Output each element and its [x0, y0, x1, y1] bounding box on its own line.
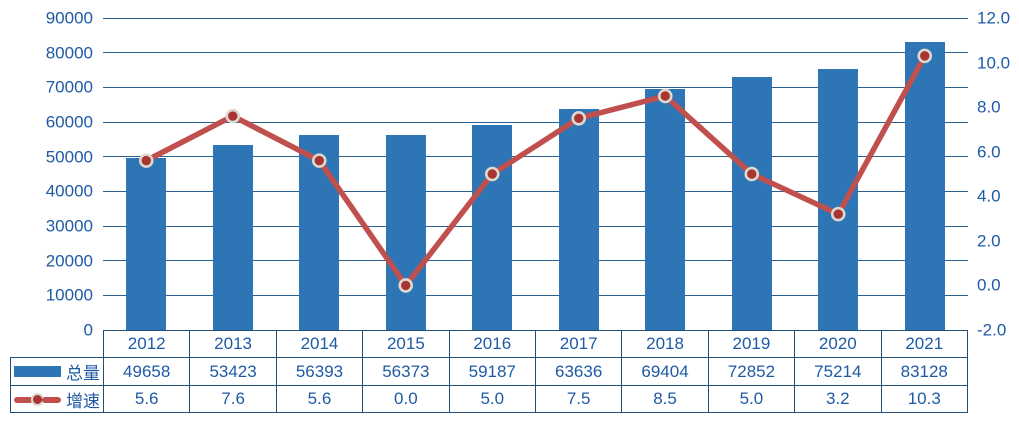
- year-cell: 2014: [275, 330, 364, 358]
- year-cell: 2018: [621, 330, 709, 358]
- right-axis-tick-label: 8.0: [977, 97, 1001, 117]
- line-legend-icon: [14, 392, 61, 407]
- year-cell: 2015: [362, 330, 450, 358]
- left-axis-tick-label: 60000: [45, 112, 93, 132]
- total-cell: 53423: [189, 357, 277, 386]
- growth-cell: 5.6: [102, 385, 191, 413]
- year-cell: 2013: [189, 330, 277, 358]
- growth-cell: 5.0: [448, 385, 536, 413]
- right-axis-tick-label: 12.0: [977, 8, 1011, 28]
- growth-cell: 7.5: [534, 385, 623, 413]
- gridline: [103, 17, 968, 19]
- growth-cell: 8.5: [621, 385, 709, 413]
- total-cell: 72852: [707, 357, 796, 386]
- bar-2014: [299, 134, 340, 330]
- left-axis-tick-label: 30000: [45, 216, 93, 236]
- left-axis-tick-label: 90000: [45, 8, 93, 28]
- left-axis-tick-label: 80000: [45, 43, 93, 63]
- year-cell: 2021: [880, 330, 969, 358]
- bar-2013: [212, 144, 253, 330]
- left-axis-tick-label: 70000: [45, 77, 93, 97]
- bar-2018: [645, 89, 686, 330]
- right-axis-tick-label: 4.0: [977, 186, 1001, 206]
- table-corner-blank: [11, 331, 104, 358]
- bar-2021: [904, 41, 945, 330]
- bar-2012: [126, 157, 167, 330]
- right-axis-tick-label: 6.0: [977, 142, 1001, 162]
- bar-2019: [731, 77, 772, 330]
- right-axis-tick-label: -2.0: [977, 320, 1007, 340]
- right-axis-tick-label: 0.0: [977, 275, 1001, 295]
- bar-2015: [385, 134, 426, 330]
- growth-cell: 5.0: [707, 385, 796, 413]
- bar-2017: [558, 109, 599, 330]
- year-cell: 2016: [448, 330, 536, 358]
- data-table: 2012 2013 2014 2015 2016 2017 2018 2019 2020 2021…: [10, 330, 969, 413]
- gridline: [103, 52, 968, 54]
- growth-cell: 5.6: [275, 385, 364, 413]
- legend-label: 增速: [66, 391, 100, 411]
- bar-legend-icon: [14, 366, 61, 377]
- left-axis-tick-label: 0: [83, 320, 93, 340]
- right-axis-tick-label: 10.0: [977, 53, 1011, 73]
- total-cell: 49658: [102, 357, 191, 386]
- year-header-row: 2012 2013 2014 2015 2016 2017 2018 2019 2020 2021: [11, 330, 969, 358]
- year-cell: 2012: [102, 330, 191, 358]
- legend-total: 总量: [10, 357, 104, 386]
- total-cell: 69404: [621, 357, 709, 386]
- right-axis-tick-label: 2.0: [977, 231, 1001, 251]
- total-cell: 56393: [275, 357, 364, 386]
- growth-line: [143, 53, 928, 289]
- left-axis-tick-label: 10000: [45, 285, 93, 305]
- growth-cell: 7.6: [189, 385, 277, 413]
- left-axis-tick-label: 20000: [45, 251, 93, 271]
- legend-growth: 增速: [10, 385, 104, 413]
- year-cell: 2019: [707, 330, 796, 358]
- year-cell: 2020: [794, 330, 882, 358]
- marker-2013: [225, 108, 241, 124]
- growth-cell: 0.0: [362, 385, 450, 413]
- total-row: 总量 49658 53423 56393 56373 59187 63636 69404 728…: [10, 357, 969, 386]
- total-cell: 59187: [448, 357, 536, 386]
- growth-cell: 10.3: [880, 385, 969, 413]
- legend-entry: 增速: [12, 387, 103, 412]
- growth-cell: 3.2: [794, 385, 882, 413]
- total-cell: 83128: [880, 357, 969, 386]
- legend-label: 总量: [66, 364, 100, 383]
- total-cell: 75214: [794, 357, 882, 386]
- total-cell: 56373: [362, 357, 450, 386]
- total-cell: 63636: [534, 357, 623, 386]
- year-cell: 2017: [534, 330, 623, 358]
- left-axis-tick-label: 50000: [45, 147, 93, 167]
- gridline: [103, 294, 968, 296]
- legend-entry: 总量: [12, 359, 103, 384]
- left-axis-tick-label: 40000: [45, 181, 93, 201]
- bar-2020: [818, 69, 859, 330]
- growth-row: 增速 5.6 7.6 5.6 0.0 5.0 7.5 8.5 5.0 3.2 10.3: [10, 385, 969, 413]
- bar-2016: [472, 124, 513, 330]
